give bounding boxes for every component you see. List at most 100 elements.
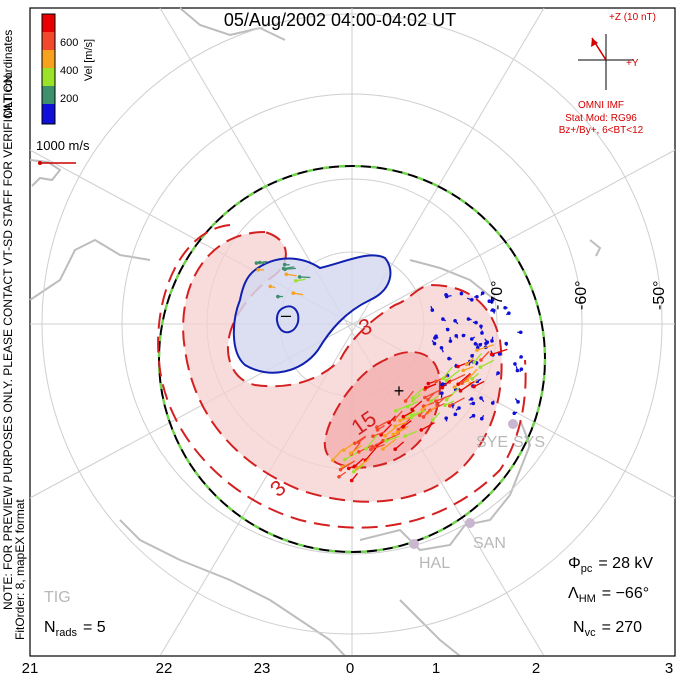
velocity-vector bbox=[350, 444, 363, 454]
velocity-vector bbox=[432, 412, 441, 421]
mlt-tick-label: 23 bbox=[254, 660, 271, 674]
fit-order-note: FitOrder: 8, mapEX format bbox=[13, 499, 27, 640]
velocity-vector bbox=[469, 415, 474, 419]
velocity-vector bbox=[293, 292, 304, 296]
velocity-vector bbox=[356, 457, 371, 470]
chart-title: 05/Aug/2002 04:00-04:02 UT bbox=[224, 10, 456, 30]
latitude-label: -70° bbox=[489, 280, 506, 310]
positive-contour-outer bbox=[157, 224, 527, 529]
velocity-vector bbox=[446, 294, 452, 298]
velocity-vector bbox=[412, 387, 424, 399]
velocity-vector bbox=[473, 380, 485, 388]
velocity-vector bbox=[340, 460, 356, 471]
velocity-vector bbox=[412, 393, 422, 402]
stat-lambda-hm: ΛHM = −66° bbox=[568, 585, 649, 605]
velocity-vector bbox=[514, 411, 518, 414]
velocity-vector bbox=[480, 359, 495, 368]
velocity-vector bbox=[446, 387, 460, 401]
velocity-vector bbox=[492, 400, 495, 404]
imf-title: OMNI IMF bbox=[578, 100, 624, 111]
velocity-vector bbox=[431, 340, 436, 344]
velocity-vector bbox=[424, 389, 440, 399]
velocity-vector bbox=[338, 471, 347, 478]
velocity-vector bbox=[411, 400, 423, 410]
velocity-vector bbox=[480, 292, 484, 296]
velocity-vector bbox=[399, 416, 411, 422]
velocity-vector bbox=[404, 430, 417, 437]
velocity-vector bbox=[394, 441, 405, 450]
velocity-vector bbox=[495, 372, 499, 376]
velocity-vector bbox=[384, 426, 397, 437]
velocity-vector bbox=[491, 348, 508, 355]
station-label-tig: TIG bbox=[44, 589, 71, 606]
velocity-vector bbox=[382, 438, 397, 450]
velocity-vector bbox=[397, 427, 407, 433]
velocity-vector bbox=[491, 336, 494, 342]
stat-n-rads: Nrads = 5 bbox=[44, 619, 106, 639]
velocity-vector bbox=[402, 410, 416, 419]
velocity-vector bbox=[397, 418, 411, 431]
velocity-vector bbox=[364, 447, 377, 461]
velocity-vector bbox=[411, 412, 420, 418]
velocity-vector bbox=[388, 415, 397, 424]
imf-y-label: +Y bbox=[626, 58, 639, 69]
velocity-vector bbox=[454, 363, 457, 367]
mlt-tick-label: 22 bbox=[156, 660, 173, 674]
velocity-vector bbox=[449, 397, 465, 407]
potential-max-marker: + bbox=[394, 381, 405, 401]
velocity-vector bbox=[480, 397, 485, 402]
velocity-vector bbox=[435, 394, 453, 402]
velocity-vectors bbox=[254, 260, 524, 483]
velocity-vector bbox=[476, 342, 479, 348]
velocity-vector bbox=[394, 421, 407, 427]
imf-condition: Bz+/By+, 6<BT<12 bbox=[559, 125, 644, 136]
velocity-vector-origin bbox=[471, 401, 476, 406]
velocity-vector bbox=[473, 352, 483, 363]
mlt-tick-label: 3 bbox=[665, 660, 673, 674]
velocity-vector bbox=[444, 400, 455, 406]
velocity-vector-origin bbox=[254, 261, 259, 265]
station-label-san: SAN bbox=[473, 535, 506, 552]
color-scale-tick: 600 bbox=[60, 37, 78, 49]
velocity-vector bbox=[377, 424, 385, 431]
velocity-vector bbox=[442, 318, 447, 322]
velocity-vector bbox=[453, 413, 456, 417]
velocity-vector bbox=[505, 343, 508, 346]
velocity-vector bbox=[455, 335, 459, 339]
velocity-vector bbox=[270, 285, 276, 289]
velocity-vector bbox=[427, 392, 435, 401]
station-label-hal: HAL bbox=[419, 555, 450, 572]
imf-model: Stat Mod: RG96 bbox=[565, 113, 637, 124]
velocity-vector bbox=[365, 434, 378, 450]
velocity-vector bbox=[351, 472, 359, 481]
velocity-vector bbox=[476, 378, 482, 382]
velocity-vector bbox=[461, 373, 472, 384]
velocity-vector bbox=[455, 407, 460, 411]
velocity-vector bbox=[430, 395, 439, 402]
velocity-vector bbox=[481, 414, 485, 419]
reference-vector-origin bbox=[38, 161, 42, 165]
velocity-vector bbox=[445, 327, 449, 331]
velocity-vector bbox=[440, 347, 444, 353]
velocity-vector bbox=[259, 261, 266, 265]
velocity-vector bbox=[492, 309, 496, 314]
velocity-vector-origin bbox=[459, 291, 464, 296]
velocity-vector bbox=[484, 338, 488, 343]
velocity-vector bbox=[372, 431, 385, 437]
color-scale-bar bbox=[41, 13, 56, 125]
velocity-vector bbox=[454, 320, 459, 325]
velocity-vector bbox=[505, 312, 510, 316]
mlt-tick-label: 0 bbox=[346, 660, 354, 674]
station-label-sye: SYE bbox=[476, 434, 508, 451]
velocity-vector bbox=[471, 353, 475, 357]
stat-phi-pc: Φpc = 28 kV bbox=[568, 555, 653, 575]
color-scale-tick: 400 bbox=[60, 65, 78, 77]
velocity-vector bbox=[442, 382, 447, 385]
imf-dial bbox=[578, 34, 634, 90]
station-hal-marker bbox=[409, 539, 419, 549]
velocity-vector bbox=[358, 436, 367, 443]
velocity-vector bbox=[442, 366, 453, 379]
velocity-vector bbox=[286, 273, 297, 277]
velocity-vector bbox=[407, 400, 419, 408]
latitude-label: -50° bbox=[651, 280, 668, 310]
